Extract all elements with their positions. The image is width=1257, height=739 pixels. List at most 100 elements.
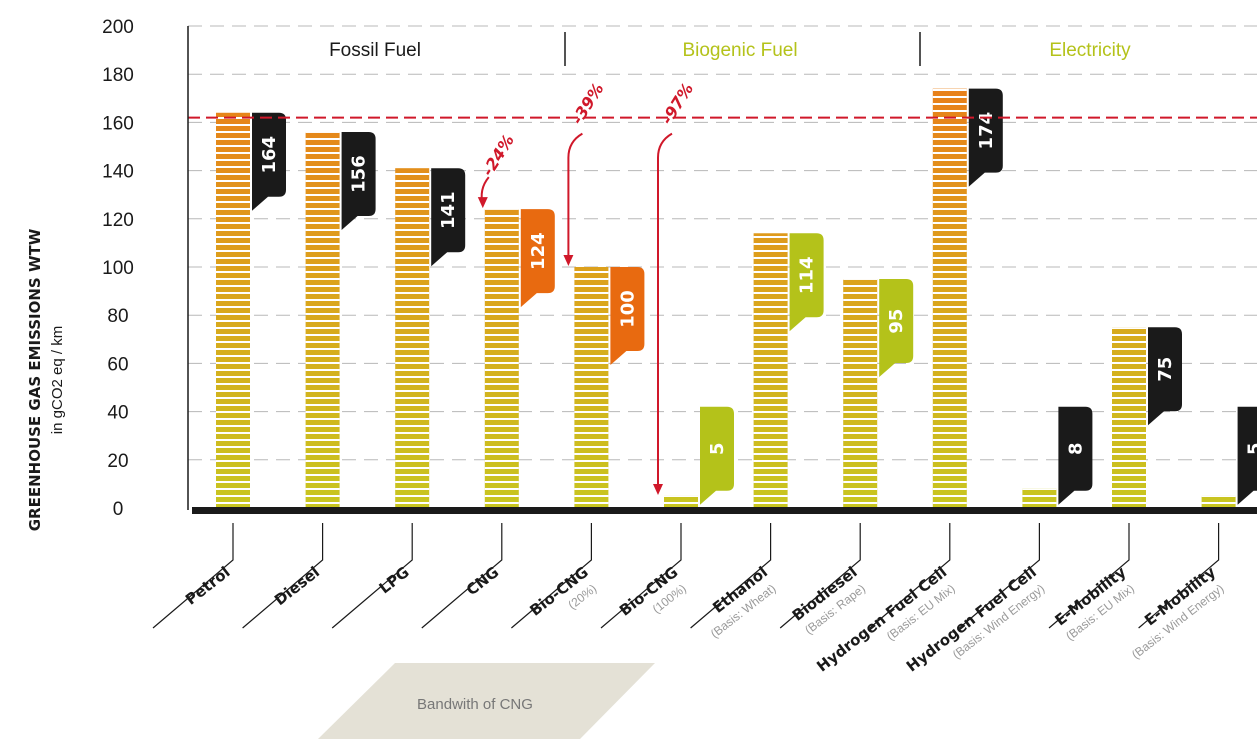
category-label: Petrol bbox=[182, 563, 233, 609]
bar-stripes bbox=[305, 132, 340, 509]
value-tag-shape bbox=[1237, 406, 1257, 505]
value-tag: 95 bbox=[879, 279, 914, 378]
leader-line bbox=[959, 523, 1040, 629]
y-tick-label: 80 bbox=[107, 306, 128, 327]
y-tick-label: 40 bbox=[107, 403, 128, 424]
category-label: Bio-CNG(100%) bbox=[616, 563, 689, 620]
leader-line bbox=[869, 523, 951, 629]
bar-stripes bbox=[574, 267, 609, 508]
value-label: 164 bbox=[259, 136, 280, 174]
bar-stripes bbox=[664, 495, 698, 508]
y-axis-title: GREENHOUSE GAS EMISSIONS WTW in gCO2 eq … bbox=[26, 228, 66, 531]
category-label: Biodiesel(Basis: Rape) bbox=[789, 563, 868, 637]
value-tags: 164 156 141 124 100 5 114 95 174 8 75 5 bbox=[252, 88, 1257, 505]
bar-stripes bbox=[1112, 327, 1146, 508]
bar-stripes bbox=[1201, 495, 1236, 508]
reduction-label: -24% bbox=[478, 131, 518, 179]
value-tag-shape bbox=[968, 88, 1003, 187]
x-axis-baseline bbox=[192, 507, 1257, 514]
y-tick-label: 140 bbox=[102, 162, 134, 183]
y-tick-label: 120 bbox=[102, 210, 134, 231]
value-label: 114 bbox=[797, 256, 818, 294]
value-label: 141 bbox=[438, 191, 459, 229]
arrow-head bbox=[477, 197, 488, 209]
value-tag-shape bbox=[520, 209, 555, 308]
section-headers: Fossil Fuel Biogenic Fuel Electricity bbox=[329, 32, 1131, 66]
value-tag: 75 bbox=[1148, 327, 1182, 426]
category-name: CNG bbox=[463, 563, 502, 599]
value-tag: 141 bbox=[431, 168, 466, 267]
value-label: 95 bbox=[886, 309, 907, 334]
value-tag: 5 bbox=[1237, 406, 1257, 505]
y-tick-label: 20 bbox=[107, 451, 128, 472]
bar-stripes bbox=[216, 112, 250, 508]
reduction-arrow: -97% bbox=[653, 80, 697, 495]
value-tag: 100 bbox=[610, 267, 645, 365]
category-label: Ethanol(Basis: Wheat) bbox=[708, 563, 779, 641]
category-label: Diesel bbox=[271, 563, 323, 609]
gridlines bbox=[188, 25, 1257, 461]
bar-stripes bbox=[753, 233, 788, 508]
arrow-head bbox=[563, 255, 574, 266]
y-tick-label: 160 bbox=[102, 113, 134, 134]
value-tag: 164 bbox=[252, 112, 286, 211]
y-tick-label: 100 bbox=[102, 258, 134, 279]
y-axis-ticks: 0 20 40 60 80 100 120 140 160 180 200 bbox=[102, 17, 134, 520]
value-tag-shape bbox=[789, 233, 824, 332]
reduction-arrow: -39% bbox=[563, 80, 608, 266]
category-label: E-Mobility(Basis: EU Mix) bbox=[1052, 563, 1137, 643]
category-label: E-Mobility(Basis: Wind Energy) bbox=[1129, 563, 1226, 662]
category-name: Petrol bbox=[182, 563, 233, 609]
value-tag: 174 bbox=[968, 88, 1003, 187]
y-tick-label: 0 bbox=[113, 499, 124, 520]
value-label: 8 bbox=[1065, 443, 1086, 456]
value-tag: 156 bbox=[341, 132, 376, 231]
value-tag: 5 bbox=[700, 406, 734, 505]
bar-stripes bbox=[395, 168, 430, 508]
value-tag-shape bbox=[610, 267, 645, 365]
cng-bandwidth-band: Bandwith of CNG bbox=[318, 663, 655, 739]
value-tag-shape bbox=[1148, 327, 1182, 426]
value-label: 174 bbox=[976, 112, 997, 150]
arrow-head bbox=[653, 483, 663, 495]
arrow-line bbox=[657, 132, 673, 490]
leader-line bbox=[690, 523, 772, 629]
bar-stripes bbox=[1022, 488, 1057, 508]
value-label: 124 bbox=[528, 232, 549, 270]
value-label: 100 bbox=[617, 290, 638, 328]
leader-line bbox=[1138, 523, 1220, 629]
section-biogenic-fuel: Biogenic Fuel bbox=[682, 40, 797, 61]
category-leader-lines bbox=[152, 523, 1220, 629]
bar-stripes bbox=[932, 88, 967, 508]
reduction-label: -97% bbox=[657, 80, 697, 128]
bars bbox=[216, 88, 1236, 509]
section-electricity: Electricity bbox=[1049, 40, 1131, 61]
bar-stripes bbox=[484, 209, 519, 508]
leader-line bbox=[600, 523, 682, 629]
leader-line bbox=[331, 523, 413, 629]
y-axis-label: GREENHOUSE GAS EMISSIONS WTW bbox=[26, 228, 44, 531]
category-name: Diesel bbox=[271, 563, 323, 609]
y-axis-unit: in gCO2 eq / km bbox=[49, 326, 66, 434]
bar-stripes bbox=[843, 279, 878, 508]
bandwidth-shape bbox=[318, 663, 655, 739]
leader-line bbox=[152, 523, 234, 629]
category-label: LPG bbox=[376, 563, 413, 597]
value-label: 5 bbox=[1245, 443, 1257, 456]
value-label: 75 bbox=[1155, 357, 1176, 382]
value-tag-shape bbox=[879, 279, 914, 378]
value-tag: 8 bbox=[1058, 406, 1093, 505]
leader-line bbox=[1048, 523, 1130, 629]
reduction-label: -39% bbox=[568, 80, 608, 128]
leader-line bbox=[511, 523, 592, 629]
value-label: 5 bbox=[707, 443, 728, 456]
value-tag-shape bbox=[431, 168, 466, 267]
category-label: CNG bbox=[463, 563, 502, 599]
y-tick-label: 60 bbox=[107, 354, 128, 375]
category-label: Bio-CNG(20%) bbox=[526, 563, 599, 620]
reduction-arrow: -24% bbox=[477, 131, 518, 209]
leader-line bbox=[242, 523, 324, 629]
arrow-line bbox=[567, 132, 583, 261]
value-tag: 114 bbox=[789, 233, 824, 332]
